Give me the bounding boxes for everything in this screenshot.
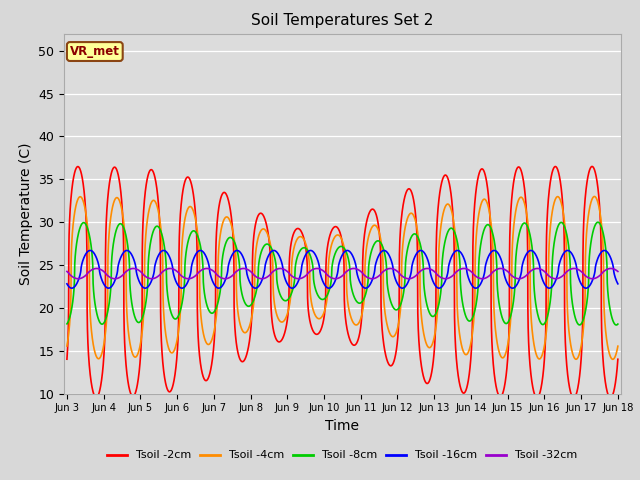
Y-axis label: Soil Temperature (C): Soil Temperature (C)	[19, 143, 33, 285]
Title: Soil Temperatures Set 2: Soil Temperatures Set 2	[252, 13, 433, 28]
Legend: Tsoil -2cm, Tsoil -4cm, Tsoil -8cm, Tsoil -16cm, Tsoil -32cm: Tsoil -2cm, Tsoil -4cm, Tsoil -8cm, Tsoi…	[103, 446, 582, 465]
Text: VR_met: VR_met	[70, 45, 120, 58]
X-axis label: Time: Time	[325, 419, 360, 433]
